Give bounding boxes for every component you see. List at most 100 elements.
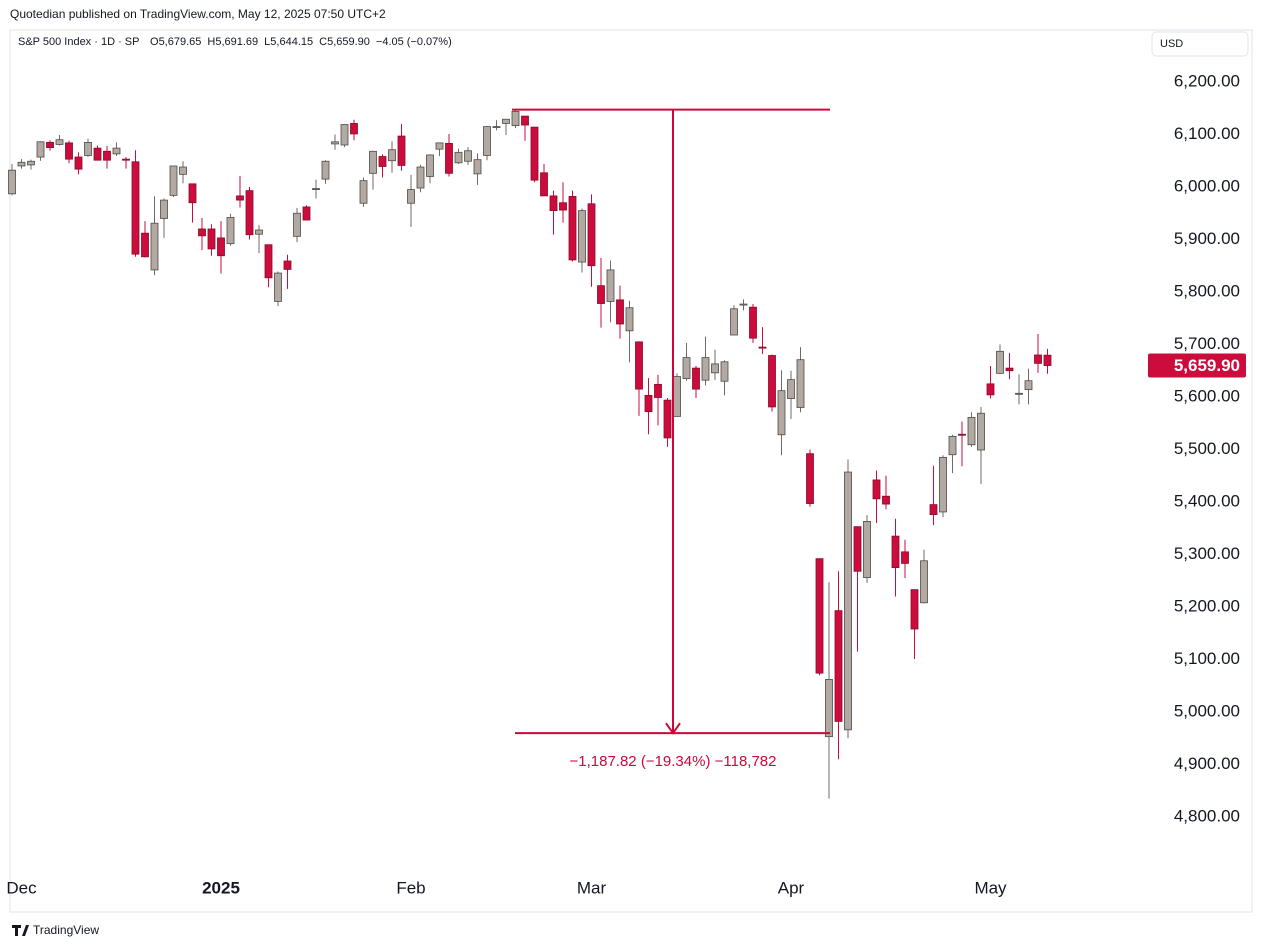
candle-body [929,504,938,515]
candle-body [1005,367,1014,372]
candle-body [692,367,700,390]
candle-body [122,158,130,161]
ohlc-value: 5,659.90 [327,36,370,48]
y-tick-label: 5,800.00 [1174,281,1240,300]
y-tick-label: 6,000.00 [1174,176,1240,195]
ohlc-key: H [207,36,215,48]
y-tick-label: 4,800.00 [1174,806,1240,825]
y-tick-label: 5,500.00 [1174,439,1240,458]
candle-body [644,394,653,413]
currency[interactable]: USD [1160,38,1183,50]
candle-body [483,126,491,156]
candle-body [74,156,83,170]
candle-body [331,141,339,145]
candle-body [369,150,377,174]
candle-body [663,399,672,439]
chart-frame [9,29,1253,913]
candle-body [901,551,909,564]
candle-body [739,303,748,306]
candle-body [578,210,586,263]
candle-body [606,269,615,302]
candle-body [796,359,805,408]
candle-body [872,479,881,500]
candle-body [910,589,919,630]
candle-body [768,355,776,408]
candle-body [112,147,121,155]
candle-body [321,160,330,180]
candle-body [635,341,643,390]
candle-body [511,110,520,126]
candle-body [654,383,662,398]
x-tick-label: 2025 [202,878,240,897]
candle-body [55,139,64,145]
x-tick-label: May [974,878,1007,897]
candle-body [65,142,73,160]
candle-body [150,222,159,271]
candle-body [549,195,558,211]
brand-logo [12,925,29,936]
candle-body [350,123,358,135]
candle-body [464,150,472,162]
candle-body [17,161,26,167]
candle-body [340,124,349,146]
candle-body [720,361,729,382]
candle-body [264,244,273,279]
ohlc-value: 5,691.69 [215,36,258,48]
ohlc-key: C [319,36,327,48]
candle-body [711,363,719,374]
measure-label: −1,187.82 (−19.34%) −118,782 [570,753,777,770]
x-tick-label: Dec [6,878,37,897]
y-tick-label: 5,300.00 [1174,544,1240,563]
candle-body [673,376,681,417]
candle-body [36,141,45,158]
candle-body [967,417,976,446]
candle-body [891,535,900,568]
y-tick-label: 4,900.00 [1174,754,1240,773]
candle-body [226,217,235,245]
x-tick-label: Mar [577,878,607,897]
candle-body [977,412,985,451]
candle-body [825,679,833,738]
y-tick-label: 5,600.00 [1174,386,1240,405]
candle-body [293,212,301,237]
candle-body [198,228,206,237]
candle-body [568,196,577,261]
y-tick-label: 5,200.00 [1174,596,1240,615]
y-tick-label: 6,200.00 [1174,71,1240,90]
candle-body [492,126,501,128]
last-price-label: 5,659.90 [1174,356,1240,375]
candle-body [283,260,292,270]
candle-body [777,390,786,436]
candle-body [559,202,567,211]
measure-arrowhead [665,722,681,735]
brand-name[interactable]: TradingView [33,923,99,937]
ohlc-value: 5,644.15 [270,36,313,48]
candle-body [597,285,605,304]
candle-body [806,453,814,504]
candle-body [701,357,710,381]
candle-body [730,308,738,336]
candle-body [378,156,387,167]
candle-body [312,188,320,191]
candle-body [863,521,871,578]
candle-body [920,560,928,604]
candle-body [473,159,482,175]
candle-body [625,307,634,332]
candle-body [986,383,995,396]
ohlc-key: L [264,36,270,48]
candle-body [853,526,862,572]
candle-body [996,350,1004,374]
candle-body [502,118,510,124]
candle-body [882,495,890,505]
candle-body [844,471,852,731]
y-tick-label: 5,900.00 [1174,229,1240,248]
candle-body [521,115,529,126]
currency-box[interactable] [1151,31,1249,57]
change: −4.05 (−0.07%) [376,36,452,48]
candle-body [530,126,539,181]
candle-body [758,346,767,349]
candle-body [27,160,35,166]
symbol-name[interactable]: S&P 500 Index · 1D · SP [18,36,139,48]
candle-body [815,558,824,674]
candle-body [103,150,111,161]
